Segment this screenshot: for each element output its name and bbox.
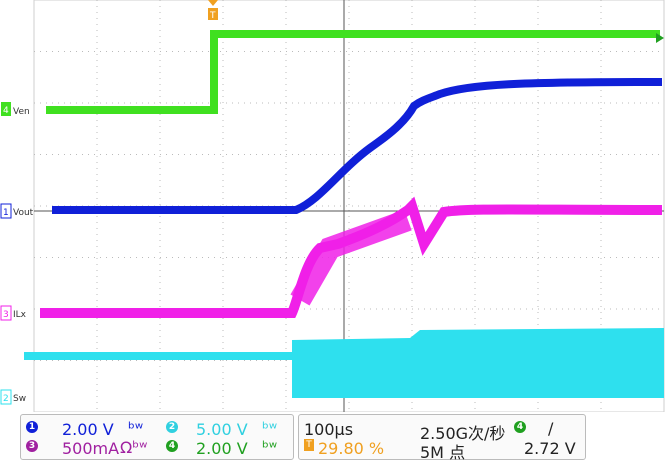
ch4-scale: 2.00 V (196, 439, 248, 458)
ch3-scale-badge[interactable]: 3 (26, 440, 38, 452)
ch4-label: Ven (13, 107, 30, 117)
ch4-scale-badge[interactable]: 4 (166, 440, 178, 452)
trigger-position: 29.80 % (318, 439, 385, 458)
ch1-label: Vout (13, 208, 34, 218)
timebase[interactable]: 100µs (304, 420, 354, 439)
ch3-label: ILx (13, 310, 27, 320)
ch2-ground-marker: 2 (0, 389, 12, 405)
ch2-scale: 5.00 V (196, 420, 248, 439)
trigger-position-icon: T (304, 439, 314, 451)
ch1-bandwidth-icon: ᵇʷ (128, 419, 144, 438)
svg-text:1: 1 (3, 208, 9, 218)
ch1-scale-badge[interactable]: 1 (26, 421, 38, 433)
ch3-ground-marker: 3 (0, 305, 12, 321)
trace-ch3-ripple (290, 209, 412, 306)
channel-scale-panel (20, 414, 294, 460)
ch2-scale-badge[interactable]: 2 (166, 421, 178, 433)
ch3-ohm-bandwidth-icon: Ωᵇʷ (120, 438, 148, 457)
trigger-position-marker: T (208, 0, 218, 21)
ch4-ground-marker: 4 (1, 102, 11, 116)
svg-text:3: 3 (3, 310, 9, 320)
ch1-scale: 2.00 V (62, 420, 114, 439)
trigger-source-badge[interactable]: 4 (514, 421, 526, 433)
ch1-ground-marker: 1 (0, 203, 12, 219)
trigger-slope-icon: / (548, 419, 554, 438)
svg-text:T: T (209, 11, 216, 21)
status-bar: 1 2.00 V ᵇʷ 2 5.00 V ᵇʷ 3 500mA Ωᵇʷ 4 2.… (0, 412, 666, 462)
ch2-bandwidth-icon: ᵇʷ (262, 419, 278, 438)
trace-ch4-ven (46, 30, 660, 114)
svg-text:4: 4 (3, 106, 9, 116)
ch2-label: Sw (13, 394, 26, 404)
sample-rate: 2.50G次/秒 (420, 424, 506, 443)
svg-text:2: 2 (3, 394, 9, 404)
trace-ch1-vout (52, 78, 663, 214)
ch3-scale: 500mA (62, 439, 120, 458)
timebase-panel (298, 414, 586, 460)
trace-ch2-sw-top (292, 328, 664, 340)
trace-ch2-sw-switching (292, 340, 664, 398)
trigger-level: 2.72 V (524, 439, 576, 458)
record-length: 5M 点 (420, 443, 466, 462)
ch4-bandwidth-icon: ᵇʷ (262, 438, 278, 457)
trigger-level-marker (656, 33, 664, 43)
